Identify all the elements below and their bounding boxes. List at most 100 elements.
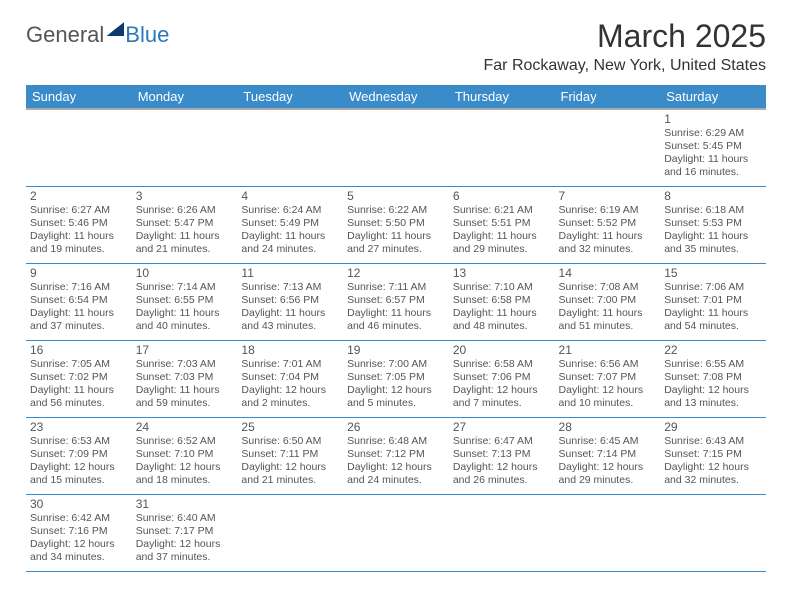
day-info: Sunrise: 7:06 AMSunset: 7:01 PMDaylight:… [664,281,762,334]
day-info: Sunrise: 6:26 AMSunset: 5:47 PMDaylight:… [136,204,234,257]
day-info: Sunrise: 6:22 AMSunset: 5:50 PMDaylight:… [347,204,445,257]
calendar-cell: 11Sunrise: 7:13 AMSunset: 6:56 PMDayligh… [237,263,343,340]
day-info: Sunrise: 6:40 AMSunset: 7:17 PMDaylight:… [136,512,234,565]
day-header-wednesday: Wednesday [343,85,449,109]
day-number: 24 [136,420,234,434]
day-info: Sunrise: 6:43 AMSunset: 7:15 PMDaylight:… [664,435,762,488]
day-header-thursday: Thursday [449,85,555,109]
calendar-cell: 4Sunrise: 6:24 AMSunset: 5:49 PMDaylight… [237,186,343,263]
day-number: 21 [559,343,657,357]
day-number: 1 [664,112,762,126]
day-info: Sunrise: 6:47 AMSunset: 7:13 PMDaylight:… [453,435,551,488]
calendar-week: 16Sunrise: 7:05 AMSunset: 7:02 PMDayligh… [26,340,766,417]
calendar-cell [26,109,132,186]
day-info: Sunrise: 6:50 AMSunset: 7:11 PMDaylight:… [241,435,339,488]
day-info: Sunrise: 6:42 AMSunset: 7:16 PMDaylight:… [30,512,128,565]
day-info: Sunrise: 6:27 AMSunset: 5:46 PMDaylight:… [30,204,128,257]
day-number: 31 [136,497,234,511]
day-number: 27 [453,420,551,434]
calendar-cell: 10Sunrise: 7:14 AMSunset: 6:55 PMDayligh… [132,263,238,340]
day-number: 20 [453,343,551,357]
day-info: Sunrise: 7:05 AMSunset: 7:02 PMDaylight:… [30,358,128,411]
day-header-sunday: Sunday [26,85,132,109]
calendar-cell: 13Sunrise: 7:10 AMSunset: 6:58 PMDayligh… [449,263,555,340]
day-number: 16 [30,343,128,357]
day-info: Sunrise: 7:10 AMSunset: 6:58 PMDaylight:… [453,281,551,334]
day-info: Sunrise: 6:19 AMSunset: 5:52 PMDaylight:… [559,204,657,257]
calendar-cell: 26Sunrise: 6:48 AMSunset: 7:12 PMDayligh… [343,417,449,494]
calendar-header-row: Sunday Monday Tuesday Wednesday Thursday… [26,85,766,109]
calendar-cell: 12Sunrise: 7:11 AMSunset: 6:57 PMDayligh… [343,263,449,340]
calendar-week: 23Sunrise: 6:53 AMSunset: 7:09 PMDayligh… [26,417,766,494]
calendar-cell: 15Sunrise: 7:06 AMSunset: 7:01 PMDayligh… [660,263,766,340]
calendar-cell [660,494,766,571]
calendar-cell: 22Sunrise: 6:55 AMSunset: 7:08 PMDayligh… [660,340,766,417]
day-number: 23 [30,420,128,434]
title-block: March 2025 Far Rockaway, New York, Unite… [484,18,767,75]
day-number: 14 [559,266,657,280]
day-number: 11 [241,266,339,280]
calendar-cell [449,494,555,571]
calendar-cell: 23Sunrise: 6:53 AMSunset: 7:09 PMDayligh… [26,417,132,494]
day-info: Sunrise: 7:14 AMSunset: 6:55 PMDaylight:… [136,281,234,334]
calendar-cell: 24Sunrise: 6:52 AMSunset: 7:10 PMDayligh… [132,417,238,494]
day-info: Sunrise: 6:55 AMSunset: 7:08 PMDaylight:… [664,358,762,411]
day-number: 8 [664,189,762,203]
day-number: 13 [453,266,551,280]
calendar-cell: 28Sunrise: 6:45 AMSunset: 7:14 PMDayligh… [555,417,661,494]
day-number: 25 [241,420,339,434]
calendar-cell: 1Sunrise: 6:29 AMSunset: 5:45 PMDaylight… [660,109,766,186]
calendar-cell: 20Sunrise: 6:58 AMSunset: 7:06 PMDayligh… [449,340,555,417]
calendar-body: 1Sunrise: 6:29 AMSunset: 5:45 PMDaylight… [26,109,766,571]
calendar-cell: 6Sunrise: 6:21 AMSunset: 5:51 PMDaylight… [449,186,555,263]
day-info: Sunrise: 7:13 AMSunset: 6:56 PMDaylight:… [241,281,339,334]
calendar-cell: 17Sunrise: 7:03 AMSunset: 7:03 PMDayligh… [132,340,238,417]
calendar-cell: 16Sunrise: 7:05 AMSunset: 7:02 PMDayligh… [26,340,132,417]
day-number: 30 [30,497,128,511]
calendar-cell: 9Sunrise: 7:16 AMSunset: 6:54 PMDaylight… [26,263,132,340]
day-number: 15 [664,266,762,280]
calendar-cell [237,494,343,571]
logo-text-general: General [26,22,104,48]
calendar-week: 9Sunrise: 7:16 AMSunset: 6:54 PMDaylight… [26,263,766,340]
day-header-monday: Monday [132,85,238,109]
day-number: 26 [347,420,445,434]
logo-text-blue: Blue [125,22,169,48]
calendar-cell: 25Sunrise: 6:50 AMSunset: 7:11 PMDayligh… [237,417,343,494]
day-info: Sunrise: 6:48 AMSunset: 7:12 PMDaylight:… [347,435,445,488]
logo-flag-icon [106,22,124,36]
calendar-cell [132,109,238,186]
calendar-cell: 14Sunrise: 7:08 AMSunset: 7:00 PMDayligh… [555,263,661,340]
day-number: 17 [136,343,234,357]
calendar-table: Sunday Monday Tuesday Wednesday Thursday… [26,85,766,572]
calendar-week: 30Sunrise: 6:42 AMSunset: 7:16 PMDayligh… [26,494,766,571]
day-number: 6 [453,189,551,203]
calendar-cell: 8Sunrise: 6:18 AMSunset: 5:53 PMDaylight… [660,186,766,263]
day-number: 22 [664,343,762,357]
day-header-tuesday: Tuesday [237,85,343,109]
day-number: 28 [559,420,657,434]
day-number: 12 [347,266,445,280]
day-number: 19 [347,343,445,357]
calendar-cell [343,494,449,571]
day-info: Sunrise: 7:16 AMSunset: 6:54 PMDaylight:… [30,281,128,334]
day-info: Sunrise: 6:58 AMSunset: 7:06 PMDaylight:… [453,358,551,411]
day-info: Sunrise: 6:53 AMSunset: 7:09 PMDaylight:… [30,435,128,488]
header: General Blue March 2025 Far Rockaway, Ne… [26,18,766,75]
calendar-cell [555,109,661,186]
day-number: 10 [136,266,234,280]
day-info: Sunrise: 7:11 AMSunset: 6:57 PMDaylight:… [347,281,445,334]
calendar-cell: 30Sunrise: 6:42 AMSunset: 7:16 PMDayligh… [26,494,132,571]
calendar-cell: 18Sunrise: 7:01 AMSunset: 7:04 PMDayligh… [237,340,343,417]
day-info: Sunrise: 7:01 AMSunset: 7:04 PMDaylight:… [241,358,339,411]
calendar-cell [449,109,555,186]
calendar-cell: 7Sunrise: 6:19 AMSunset: 5:52 PMDaylight… [555,186,661,263]
month-title: March 2025 [484,18,767,55]
day-info: Sunrise: 6:56 AMSunset: 7:07 PMDaylight:… [559,358,657,411]
day-info: Sunrise: 6:29 AMSunset: 5:45 PMDaylight:… [664,127,762,180]
day-info: Sunrise: 6:21 AMSunset: 5:51 PMDaylight:… [453,204,551,257]
day-info: Sunrise: 6:52 AMSunset: 7:10 PMDaylight:… [136,435,234,488]
day-number: 3 [136,189,234,203]
calendar-cell [343,109,449,186]
day-number: 5 [347,189,445,203]
